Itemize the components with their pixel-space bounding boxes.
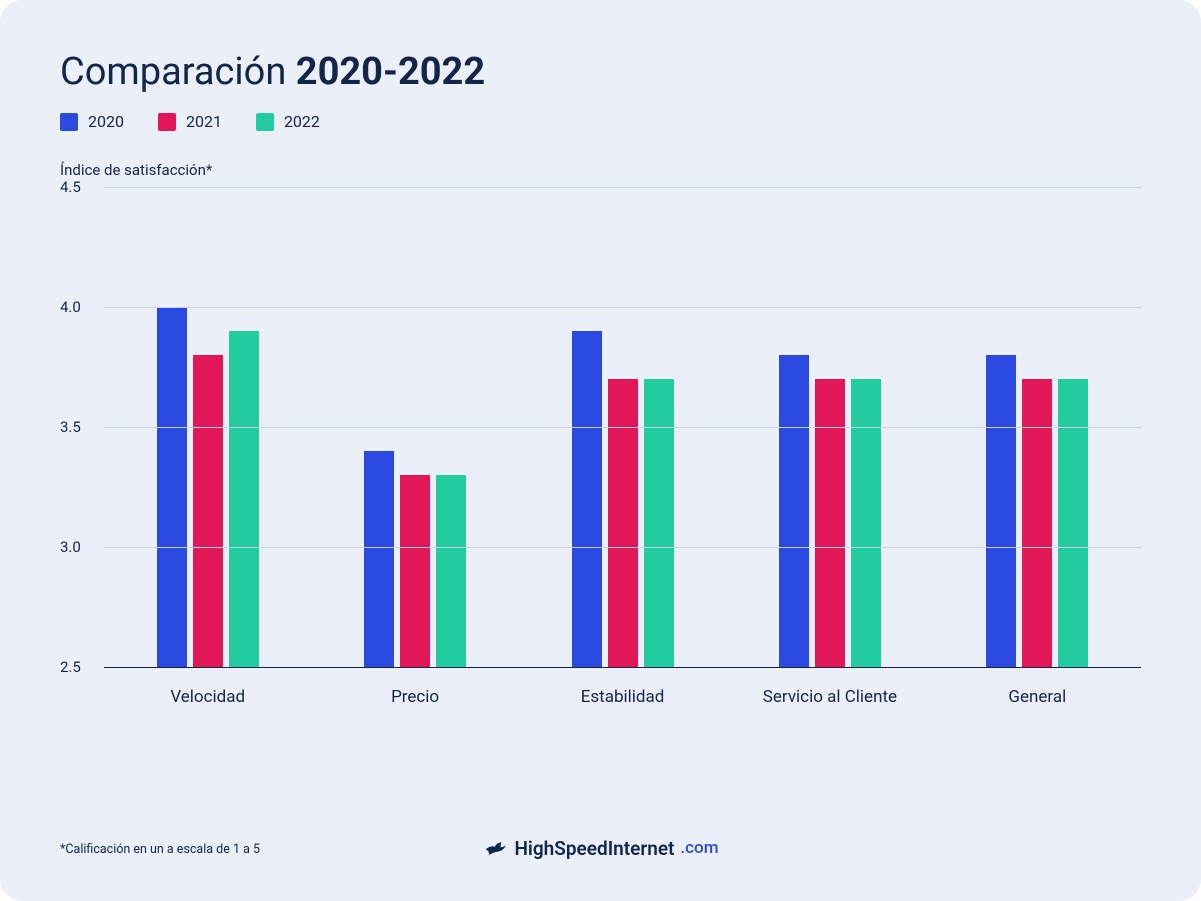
legend-label: 2020 bbox=[88, 112, 124, 131]
legend: 2020 2021 2022 bbox=[60, 112, 1141, 131]
x-axis-labels: VelocidadPrecioEstabilidadServicio al Cl… bbox=[104, 687, 1141, 707]
legend-swatch bbox=[256, 113, 274, 131]
bar bbox=[364, 451, 394, 667]
bar bbox=[644, 379, 674, 667]
legend-item: 2021 bbox=[158, 112, 222, 131]
bar bbox=[572, 331, 602, 667]
legend-swatch bbox=[158, 113, 176, 131]
bar bbox=[1058, 379, 1088, 667]
brand-name: HighSpeedInternet bbox=[514, 837, 674, 860]
x-tick-label: Servicio al Cliente bbox=[726, 687, 933, 707]
x-tick-label: Velocidad bbox=[104, 687, 311, 707]
y-tick-label: 3.5 bbox=[60, 418, 100, 436]
y-tick-label: 2.5 bbox=[60, 658, 100, 676]
title-prefix: Comparación bbox=[60, 50, 296, 94]
legend-swatch bbox=[60, 113, 78, 131]
bar bbox=[779, 355, 809, 667]
y-tick-label: 4.0 bbox=[60, 298, 100, 316]
chart-card: Comparación 2020-2022 2020 2021 2022 Índic… bbox=[0, 0, 1201, 901]
y-tick-label: 4.5 bbox=[60, 178, 100, 196]
chart-title: Comparación 2020-2022 bbox=[60, 50, 1141, 94]
title-bold: 2020-2022 bbox=[296, 50, 485, 94]
gridline bbox=[104, 187, 1141, 188]
bar bbox=[851, 379, 881, 667]
y-axis-label: Índice de satisfacción* bbox=[60, 161, 1141, 179]
bar bbox=[400, 475, 430, 667]
gridline bbox=[104, 547, 1141, 548]
bar bbox=[986, 355, 1016, 667]
bar bbox=[436, 475, 466, 667]
bar bbox=[157, 307, 187, 667]
brand-logo: HighSpeedInternet .com bbox=[0, 835, 1201, 861]
bar bbox=[608, 379, 638, 667]
gridline bbox=[104, 427, 1141, 428]
legend-label: 2021 bbox=[186, 112, 222, 131]
legend-label: 2022 bbox=[284, 112, 320, 131]
baseline bbox=[104, 667, 1141, 668]
legend-item: 2020 bbox=[60, 112, 124, 131]
bar bbox=[1022, 379, 1052, 667]
gridline bbox=[104, 307, 1141, 308]
chart-area: 2.53.03.54.04.5 VelocidadPrecioEstabilid… bbox=[60, 187, 1141, 707]
brand-suffix: .com bbox=[680, 838, 718, 858]
bar bbox=[193, 355, 223, 667]
bird-icon bbox=[482, 835, 508, 861]
plot-area: 2.53.03.54.04.5 bbox=[104, 187, 1141, 667]
y-tick-label: 3.0 bbox=[60, 538, 100, 556]
legend-item: 2022 bbox=[256, 112, 320, 131]
bar bbox=[815, 379, 845, 667]
x-tick-label: General bbox=[934, 687, 1141, 707]
bar bbox=[229, 331, 259, 667]
x-tick-label: Estabilidad bbox=[519, 687, 726, 707]
x-tick-label: Precio bbox=[311, 687, 518, 707]
